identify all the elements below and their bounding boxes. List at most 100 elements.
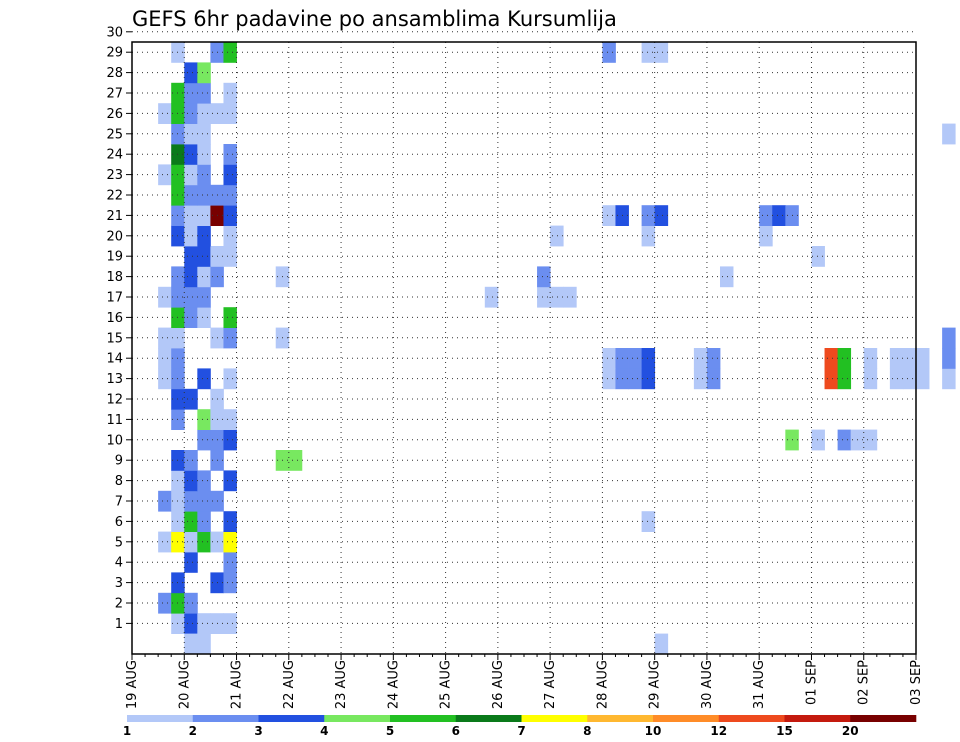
heatmap-cell (837, 429, 852, 451)
y-axis: 1234567891011121314151617181920212223242… (106, 25, 132, 632)
heatmap-cell (184, 144, 198, 165)
colorbar-swatch (324, 715, 391, 722)
heatmap-cell (484, 286, 499, 308)
heatmap-cell (641, 368, 656, 390)
heatmap-cell (902, 348, 917, 369)
y-tick-label: 12 (106, 393, 123, 408)
heatmap-cell (563, 286, 577, 308)
colorbar-label: 4 (320, 724, 328, 738)
colorbar-label: 1 (123, 724, 131, 738)
heatmap-cell (916, 368, 930, 390)
heatmap-cell (197, 123, 211, 145)
heatmap-cell (197, 470, 211, 492)
y-tick-label: 26 (106, 107, 123, 122)
heatmap-cell (223, 470, 237, 492)
heatmap-cell (837, 348, 852, 369)
heatmap-cell (863, 429, 878, 451)
heatmap-cell (550, 286, 564, 308)
heatmap-cell (197, 82, 211, 104)
y-tick-label: 27 (106, 87, 123, 102)
heatmap-cell (641, 511, 656, 532)
heatmap-cell (223, 103, 237, 124)
heatmap-cell (184, 470, 198, 492)
heatmap-cell (824, 368, 838, 390)
x-tick-label: 23 AUG (334, 660, 349, 709)
heatmap-cell (824, 348, 838, 369)
heatmap-cell (889, 348, 904, 369)
colorbar-swatch (653, 715, 720, 722)
heatmap-cell (902, 368, 917, 390)
y-tick-label: 30 (106, 25, 123, 40)
heatmap-cell (197, 205, 211, 226)
colorbar-label: 5 (386, 724, 394, 738)
heatmap-cell (197, 266, 211, 288)
colorbar-swatch (390, 715, 457, 722)
y-tick-label: 17 (106, 291, 123, 306)
heatmap-cell (197, 286, 211, 308)
heatmap-cell (602, 348, 616, 369)
y-tick-label: 1 (115, 617, 123, 632)
heatmap-cell (184, 62, 198, 84)
x-tick-label: 21 AUG (230, 660, 245, 709)
y-tick-label: 23 (106, 168, 123, 183)
heatmap-cell (223, 552, 237, 573)
y-tick-label: 29 (106, 46, 123, 61)
heatmap-cell (184, 592, 198, 614)
heatmap-cell (184, 184, 198, 206)
heatmap-cell (184, 633, 198, 655)
heatmap-cell (706, 368, 721, 390)
heatmap-cell (197, 511, 211, 532)
heatmap-cell (223, 327, 237, 349)
colorbar-label: 12 (710, 724, 727, 738)
heatmap-cell (628, 348, 642, 369)
heatmap-cell (197, 613, 211, 634)
heatmap-cell (641, 42, 656, 63)
heatmap-cell (942, 348, 956, 369)
heatmap-cell (223, 246, 237, 267)
y-tick-label: 2 (115, 597, 123, 612)
heatmap-cell (184, 123, 198, 145)
colorbar-label: 8 (583, 724, 591, 738)
colorbar-label: 20 (842, 724, 859, 738)
heatmap-cell (197, 368, 211, 390)
heatmap-cell (184, 307, 198, 328)
heatmap-cell (602, 42, 616, 63)
heatmap-cell (158, 286, 172, 308)
y-tick-label: 13 (106, 372, 123, 387)
y-tick-label: 3 (115, 576, 123, 591)
heatmap-cell (184, 613, 198, 634)
y-tick-label: 4 (115, 556, 123, 571)
colorbar-label: 10 (645, 724, 662, 738)
heatmap-cell (223, 511, 237, 532)
heatmap-cell (158, 592, 172, 614)
heatmap-cell (184, 511, 198, 532)
heatmap-cell (223, 205, 237, 226)
colorbar-label: 2 (189, 724, 197, 738)
heatmap-cell (197, 490, 211, 512)
x-tick-label: 24 AUG (386, 660, 401, 709)
y-tick-label: 11 (106, 413, 123, 428)
y-tick-label: 19 (106, 250, 123, 265)
heatmap-cell (223, 307, 237, 328)
heatmap-cell (654, 633, 669, 655)
heatmap-cell (223, 531, 237, 553)
chart-title: GEFS 6hr padavine po ansamblima Kursumli… (132, 7, 617, 31)
heatmap-cell (184, 450, 198, 471)
heatmap-cell (537, 266, 551, 288)
y-tick-label: 14 (106, 352, 123, 367)
y-tick-label: 24 (106, 148, 123, 163)
heatmap-cell (184, 531, 198, 553)
heatmap-cell (158, 531, 172, 553)
heatmap-cell (197, 144, 211, 165)
x-tick-label: 02 SEP (857, 660, 872, 705)
heatmap-cell (772, 205, 786, 226)
plot-frame (131, 41, 917, 655)
heatmap-cell (759, 225, 773, 247)
heatmap-cell (197, 184, 211, 206)
heatmap-cell (942, 123, 956, 145)
x-tick-label: 03 SEP (909, 660, 924, 705)
heatmap-cell (837, 368, 852, 390)
heatmap-cell (223, 368, 237, 390)
heatmap-cell (184, 246, 198, 267)
heatmap-cell (197, 429, 211, 451)
